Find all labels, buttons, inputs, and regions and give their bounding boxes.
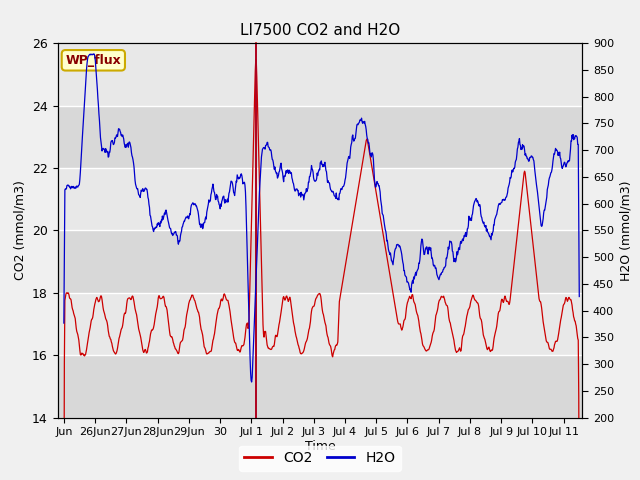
Legend: CO2, H2O: CO2, H2O [239, 445, 401, 471]
Bar [58, 106, 582, 168]
Bar [58, 293, 582, 355]
Bar [58, 168, 582, 230]
Title: LI7500 CO2 and H2O: LI7500 CO2 and H2O [240, 23, 400, 38]
Y-axis label: CO2 (mmol/m3): CO2 (mmol/m3) [13, 180, 26, 280]
Bar [58, 355, 582, 418]
Y-axis label: H2O (mmol/m3): H2O (mmol/m3) [620, 180, 632, 281]
Bar [58, 43, 582, 106]
Bar [58, 230, 582, 293]
Text: WP_flux: WP_flux [65, 54, 121, 67]
X-axis label: Time: Time [305, 440, 335, 453]
